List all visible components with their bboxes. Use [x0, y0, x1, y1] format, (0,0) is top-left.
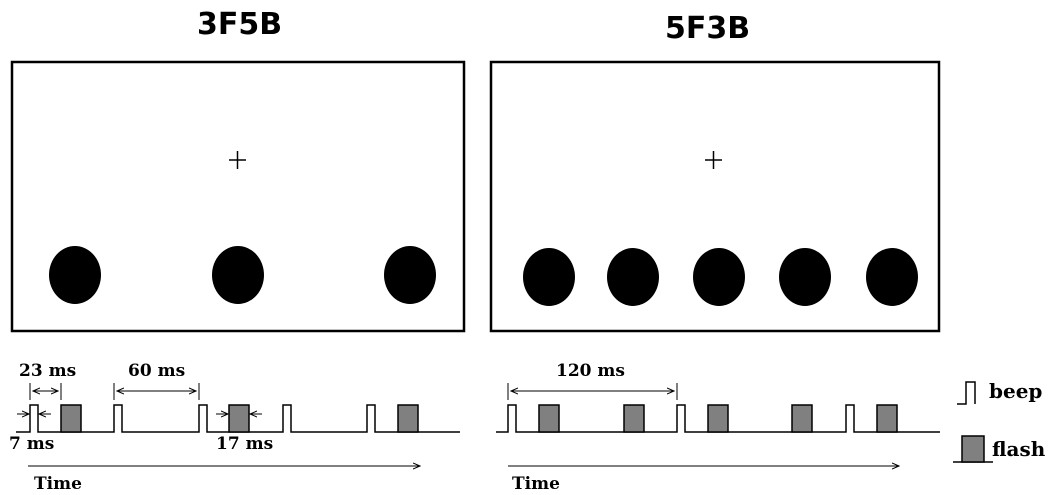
flash-disc-right-5: [866, 248, 918, 306]
flash-disc-left-2: [212, 246, 264, 304]
flash-disc-right-4: [779, 248, 831, 306]
beep-timeline-left: [16, 404, 460, 433]
flash-disc-left-3: [384, 246, 436, 304]
flash-marker-left-3: [397, 404, 419, 433]
label-7ms: 7 ms: [9, 434, 55, 454]
flash-disc-right-1: [523, 248, 575, 306]
interval-120ms-bracket: [507, 383, 678, 400]
time-label-right: Time: [512, 474, 560, 494]
fixation-cross-right: [705, 151, 722, 169]
beep-timeline-right: [496, 404, 940, 433]
label-23ms: 23 ms: [19, 361, 77, 381]
legend-label-beep: beep: [989, 379, 1043, 403]
beep-legend-icon: [957, 381, 976, 405]
label-17ms: 17 ms: [216, 434, 274, 454]
label-120ms: 120 ms: [556, 361, 625, 381]
flash-marker-right-4: [791, 404, 813, 433]
time-label-left: Time: [34, 474, 82, 494]
screen-frame-right: [489, 60, 941, 333]
flash-marker-left-1: [60, 404, 82, 433]
screen-frame-left: [10, 60, 466, 333]
flash-disc-right-3: [693, 248, 745, 306]
panel-title-5f3b: 5F3B: [665, 11, 751, 46]
flash-legend-icon: [961, 435, 985, 463]
interval-60ms-bracket: [113, 383, 200, 400]
flash-marker-right-2: [623, 404, 645, 433]
flash-marker-left-2: [228, 404, 250, 433]
flash-disc-left-1: [49, 246, 101, 304]
flash-disc-right-2: [607, 248, 659, 306]
flash-marker-right-1: [538, 404, 560, 433]
label-60ms: 60 ms: [128, 361, 186, 381]
panel-title-3f5b: 3F5B: [197, 7, 283, 42]
interval-23ms-bracket: [29, 383, 62, 400]
legend-label-flash: flash: [992, 437, 1046, 461]
flash-marker-right-5: [876, 404, 898, 433]
flash-marker-right-3: [707, 404, 729, 433]
fixation-cross-left: [229, 151, 246, 169]
